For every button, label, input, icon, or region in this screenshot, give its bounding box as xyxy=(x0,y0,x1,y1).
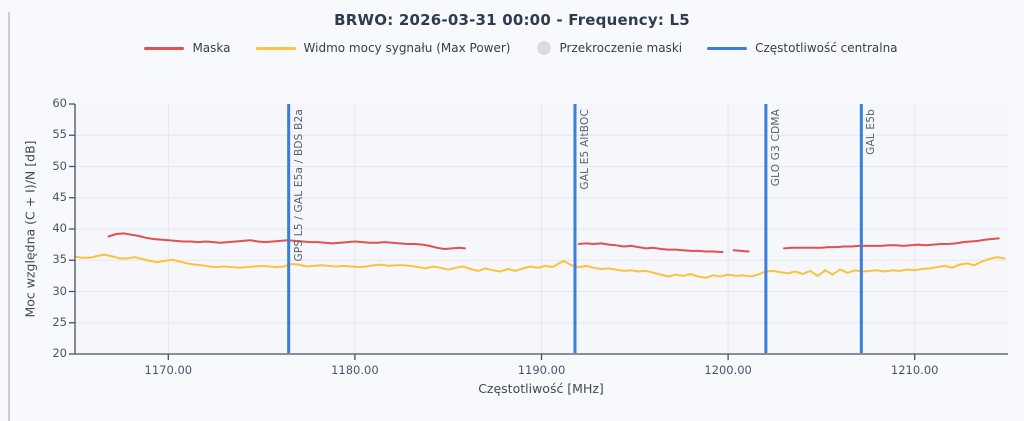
exceedance-dot-icon xyxy=(536,41,551,55)
legend-label-widmo: Widmo mocy sygnału (Max Power) xyxy=(303,41,511,55)
legend-label-przekroczenie: Przekroczenie maski xyxy=(559,41,683,55)
series-Widmo mocy sygnału (Max Power) xyxy=(74,253,1006,279)
card-left-border xyxy=(8,12,10,421)
legend-item-przekroczenie[interactable]: Przekroczenie maski xyxy=(536,41,683,55)
mask-line-swatch xyxy=(144,46,185,50)
x-axis-title: Częstotliwość [MHz] xyxy=(478,381,604,396)
series-Maska xyxy=(577,242,724,254)
exceedance-dot-slot xyxy=(536,41,552,55)
legend-label-maska: Maska xyxy=(192,41,231,55)
y-axis-title: Moc względna (C + I)/N [dB] xyxy=(22,140,38,318)
legend: Maska Widmo mocy sygnału (Max Power) Prz… xyxy=(0,41,1024,55)
series-Maska xyxy=(783,237,1000,250)
legend-label-czestotliwosc: Częstotliwość centralna xyxy=(755,41,898,55)
legend-item-maska[interactable]: Maska xyxy=(144,41,231,55)
chart-title: BRWO: 2026-03-31 00:00 - Frequency: L5 xyxy=(334,11,690,29)
legend-item-czestotliwosc[interactable]: Częstotliwość centralna xyxy=(707,41,898,55)
center-frequency-line-swatch xyxy=(707,46,748,50)
series-Maska xyxy=(732,249,750,253)
spectrum-line-swatch xyxy=(255,46,296,50)
legend-item-widmo[interactable]: Widmo mocy sygnału (Max Power) xyxy=(255,41,511,55)
